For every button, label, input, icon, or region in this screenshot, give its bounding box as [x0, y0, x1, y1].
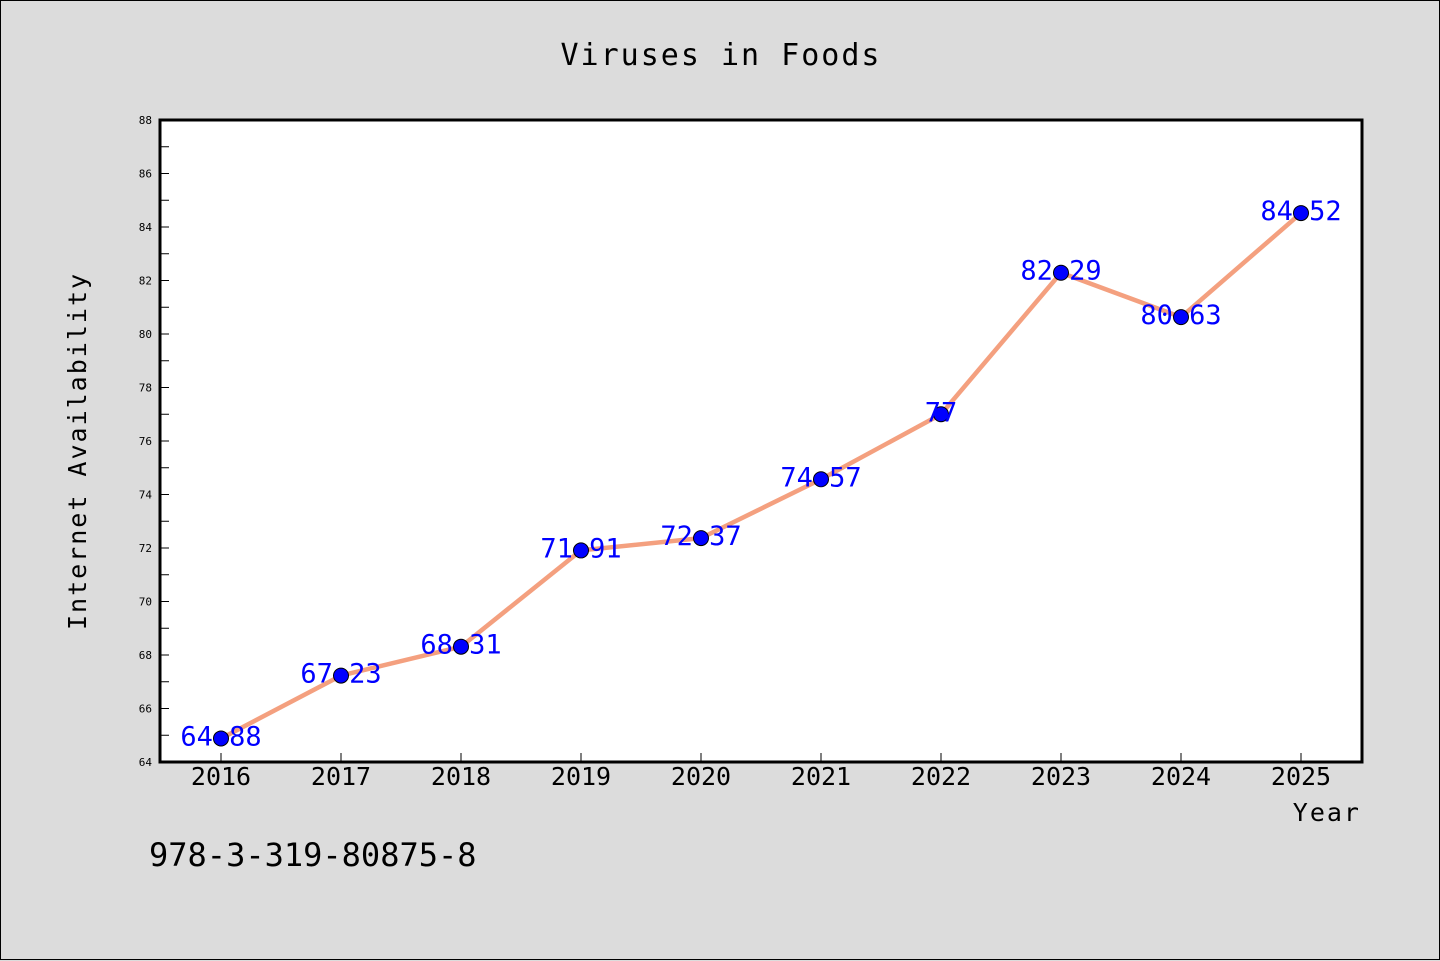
data-label-layer: 64.88 67.23 68.31 71.91 72.37 74.57 77 82.29 80.… [180, 196, 1341, 752]
data-label: 84.52 [1260, 196, 1341, 227]
series-line [218, 210, 1304, 741]
data-label: 80.63 [1140, 300, 1221, 331]
y-tick-label: 74 [139, 489, 153, 502]
y-tick-label: 68 [139, 649, 152, 662]
x-tick-label: 2021 [791, 762, 851, 791]
y-tick-label: 78 [139, 382, 152, 395]
data-point [1053, 264, 1069, 281]
y-tick-label: 72 [139, 542, 152, 555]
x-tick-label: 2024 [1151, 762, 1211, 791]
data-point [333, 667, 349, 684]
data-point [813, 471, 829, 488]
data-point [933, 406, 949, 423]
x-tick-label: 2016 [191, 762, 251, 791]
series-layer [213, 205, 1309, 747]
x-tick-label: 2019 [551, 762, 611, 791]
data-label: 72.37 [660, 521, 741, 552]
x-tick-label: 2018 [431, 762, 491, 791]
plot-area [158, 118, 1364, 764]
data-label: 71.91 [540, 533, 621, 564]
data-label: 68.31 [420, 630, 501, 661]
y-tick-label: 70 [139, 596, 152, 609]
y-axis-label: Internet Availability [63, 272, 92, 630]
data-point [1293, 205, 1309, 222]
y-tick-label: 76 [139, 435, 152, 448]
isbn-annotation: 978-3-319-80875-8 [149, 836, 477, 874]
data-label: 64.88 [180, 721, 261, 752]
x-tick-label: 2017 [311, 762, 371, 791]
data-point [213, 730, 229, 747]
y-tick-label: 66 [139, 703, 152, 716]
x-tick-label: 2023 [1031, 762, 1091, 791]
x-axis: 2016 2017 2018 2019 2020 2021 2022 2023 2024 2025 [191, 753, 1331, 791]
data-point [693, 530, 709, 547]
y-tick-label: 88 [139, 114, 152, 127]
y-axis: 64 66 68 70 72 74 76 78 80 82 84 86 88 [139, 114, 169, 769]
data-label: 67.23 [300, 659, 381, 690]
y-tick-label: 64 [139, 756, 153, 769]
y-tick-label: 80 [139, 328, 152, 341]
x-tick-label: 2020 [671, 762, 731, 791]
data-label: 82.29 [1020, 256, 1101, 287]
x-axis-label: Year [1293, 798, 1361, 827]
data-point [573, 542, 589, 559]
y-tick-label: 82 [139, 275, 152, 288]
x-tick-label: 2025 [1271, 762, 1331, 791]
data-label: 77 [925, 397, 958, 428]
data-point [453, 638, 469, 655]
chart-title: Viruses in Foods [561, 38, 882, 73]
x-tick-label: 2022 [911, 762, 971, 791]
y-tick-label: 86 [139, 168, 152, 181]
y-tick-label: 84 [139, 221, 153, 234]
data-label: 74.57 [780, 462, 861, 493]
data-point [1173, 309, 1189, 326]
